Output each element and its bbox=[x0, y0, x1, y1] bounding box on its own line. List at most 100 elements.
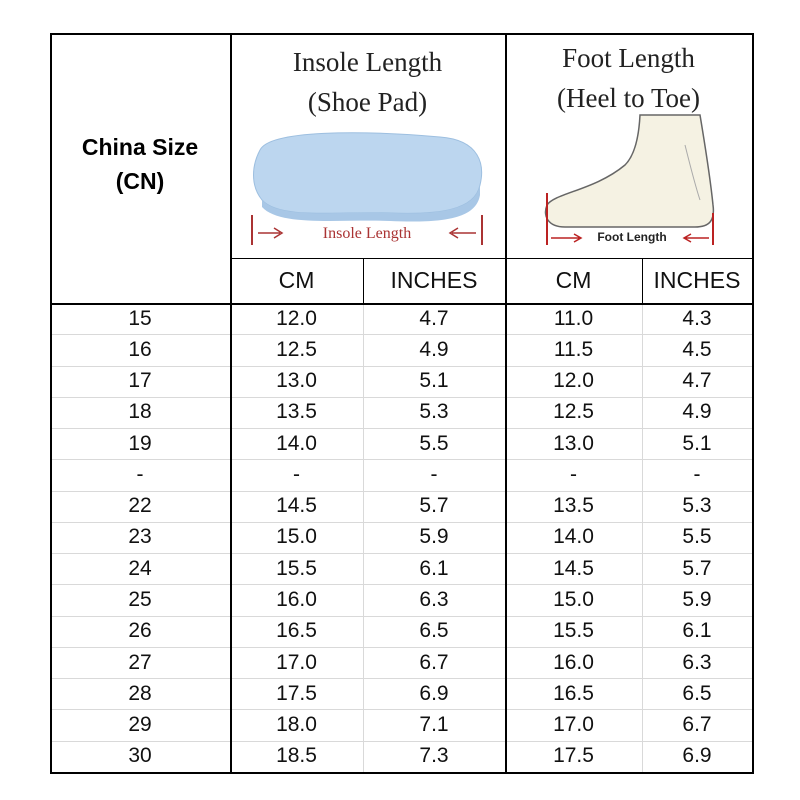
table-cell: 23 bbox=[128, 525, 152, 549]
border bbox=[752, 33, 754, 772]
table-cell: 6.5 bbox=[419, 619, 449, 643]
unit-header: CM bbox=[278, 267, 315, 293]
table-cell: 4.7 bbox=[419, 306, 449, 330]
table-cell: 6.7 bbox=[682, 713, 712, 737]
table-cell: 15.5 bbox=[276, 556, 317, 580]
table-cell: - bbox=[693, 462, 701, 486]
table-cell: 15 bbox=[128, 306, 152, 330]
table-cell: 25 bbox=[128, 588, 152, 612]
table-cell: 22 bbox=[128, 494, 152, 518]
table-cell: 11.5 bbox=[553, 337, 594, 361]
insole-title: Insole Length bbox=[292, 47, 443, 77]
insole-header: Insole Length (Shoe Pad) bbox=[230, 42, 505, 122]
table-cell: 16.0 bbox=[553, 650, 594, 674]
table-cell: 17 bbox=[128, 369, 152, 393]
table-cell: 28 bbox=[128, 681, 152, 705]
table-cell: 13.0 bbox=[276, 369, 317, 393]
foot-header: Foot Length (Heel to Toe) bbox=[505, 38, 752, 118]
border bbox=[230, 33, 232, 772]
foot-image: Foot Length bbox=[544, 114, 715, 245]
table-cell: 27 bbox=[128, 650, 152, 674]
grid-line bbox=[642, 303, 643, 772]
border bbox=[642, 258, 643, 303]
table-cell: 5.7 bbox=[682, 556, 712, 580]
table-cell: 5.9 bbox=[682, 588, 712, 612]
foot-shape bbox=[544, 114, 715, 228]
table-cell: - bbox=[570, 462, 577, 486]
unit-header: INCHES bbox=[653, 267, 741, 293]
table-cell: - bbox=[136, 462, 144, 486]
grid-line bbox=[50, 553, 752, 555]
foot-image-label: Foot Length bbox=[597, 230, 666, 244]
arrow bbox=[682, 233, 709, 243]
table-cell: 14.5 bbox=[553, 556, 594, 580]
grid-line bbox=[50, 428, 752, 430]
table-cell: 16 bbox=[128, 337, 152, 361]
table-cell: 18 bbox=[128, 400, 152, 424]
table-cell: 6.1 bbox=[419, 556, 449, 580]
border bbox=[363, 258, 364, 303]
table-cell: 6.7 bbox=[419, 650, 449, 674]
table-cell: 15.0 bbox=[553, 588, 594, 612]
arrow bbox=[551, 233, 583, 243]
insole-subtitle: (Shoe Pad) bbox=[307, 87, 428, 117]
table-cell: 4.7 bbox=[682, 369, 712, 393]
foot-subtitle: (Heel to Toe) bbox=[556, 83, 701, 113]
table-cell: 6.1 bbox=[682, 619, 712, 643]
border bbox=[50, 772, 754, 774]
table-cell: 5.3 bbox=[419, 400, 449, 424]
border bbox=[50, 303, 752, 305]
insole-edge bbox=[262, 185, 480, 222]
table-cell: 19 bbox=[128, 431, 152, 455]
table-cell: 5.3 bbox=[682, 494, 712, 518]
insole-image-label: Insole Length bbox=[323, 225, 411, 242]
border bbox=[230, 258, 752, 259]
table-cell: 18.0 bbox=[276, 713, 317, 737]
grid-line bbox=[50, 584, 752, 586]
grid-line bbox=[50, 459, 752, 461]
table-cell: 12.5 bbox=[276, 337, 317, 361]
grid-line bbox=[50, 396, 752, 398]
table-cell: 14.5 bbox=[276, 494, 317, 518]
table-cell: 17.5 bbox=[276, 681, 317, 705]
foot-shade bbox=[684, 144, 701, 201]
table-cell: 16.5 bbox=[276, 619, 317, 643]
grid-line bbox=[50, 521, 752, 523]
table-cell: 29 bbox=[128, 713, 152, 737]
grid-line bbox=[50, 365, 752, 367]
grid-line bbox=[50, 334, 752, 336]
table-cell: 12.0 bbox=[553, 369, 594, 393]
table-cell: 5.1 bbox=[682, 431, 712, 455]
table-cell: 17.5 bbox=[553, 744, 594, 768]
table-cell: 15.0 bbox=[276, 525, 317, 549]
table-cell: 6.3 bbox=[682, 650, 712, 674]
foot-title: Foot Length bbox=[562, 43, 695, 73]
table-cell: 18.5 bbox=[276, 744, 317, 768]
insole-shape bbox=[253, 132, 483, 214]
table-cell: 7.1 bbox=[419, 713, 449, 737]
table-cell: 13.5 bbox=[276, 400, 317, 424]
table-cell: 17.0 bbox=[276, 650, 317, 674]
table-cell: 6.9 bbox=[419, 681, 449, 705]
unit-header: CM bbox=[555, 267, 592, 293]
table-cell: 5.5 bbox=[419, 431, 449, 455]
table-cell: 14.0 bbox=[276, 431, 317, 455]
table-cell: 16.0 bbox=[276, 588, 317, 612]
grid-line bbox=[50, 740, 752, 742]
size-header-line: China Size bbox=[81, 134, 199, 160]
arrow bbox=[258, 227, 284, 239]
table-cell: 6.5 bbox=[682, 681, 712, 705]
table-cell: 11.0 bbox=[553, 306, 594, 330]
table-cell: 6.3 bbox=[419, 588, 449, 612]
grid-line bbox=[363, 303, 364, 772]
table-cell: 16.5 bbox=[553, 681, 594, 705]
table-cell: 15.5 bbox=[553, 619, 594, 643]
table-cell: 12.5 bbox=[553, 400, 594, 424]
grid-line bbox=[50, 615, 752, 617]
table-cell: 4.3 bbox=[682, 306, 712, 330]
border bbox=[50, 33, 52, 772]
table-cell: 5.5 bbox=[682, 525, 712, 549]
table-cell: 14.0 bbox=[553, 525, 594, 549]
insole-image: Insole Length bbox=[251, 132, 483, 245]
